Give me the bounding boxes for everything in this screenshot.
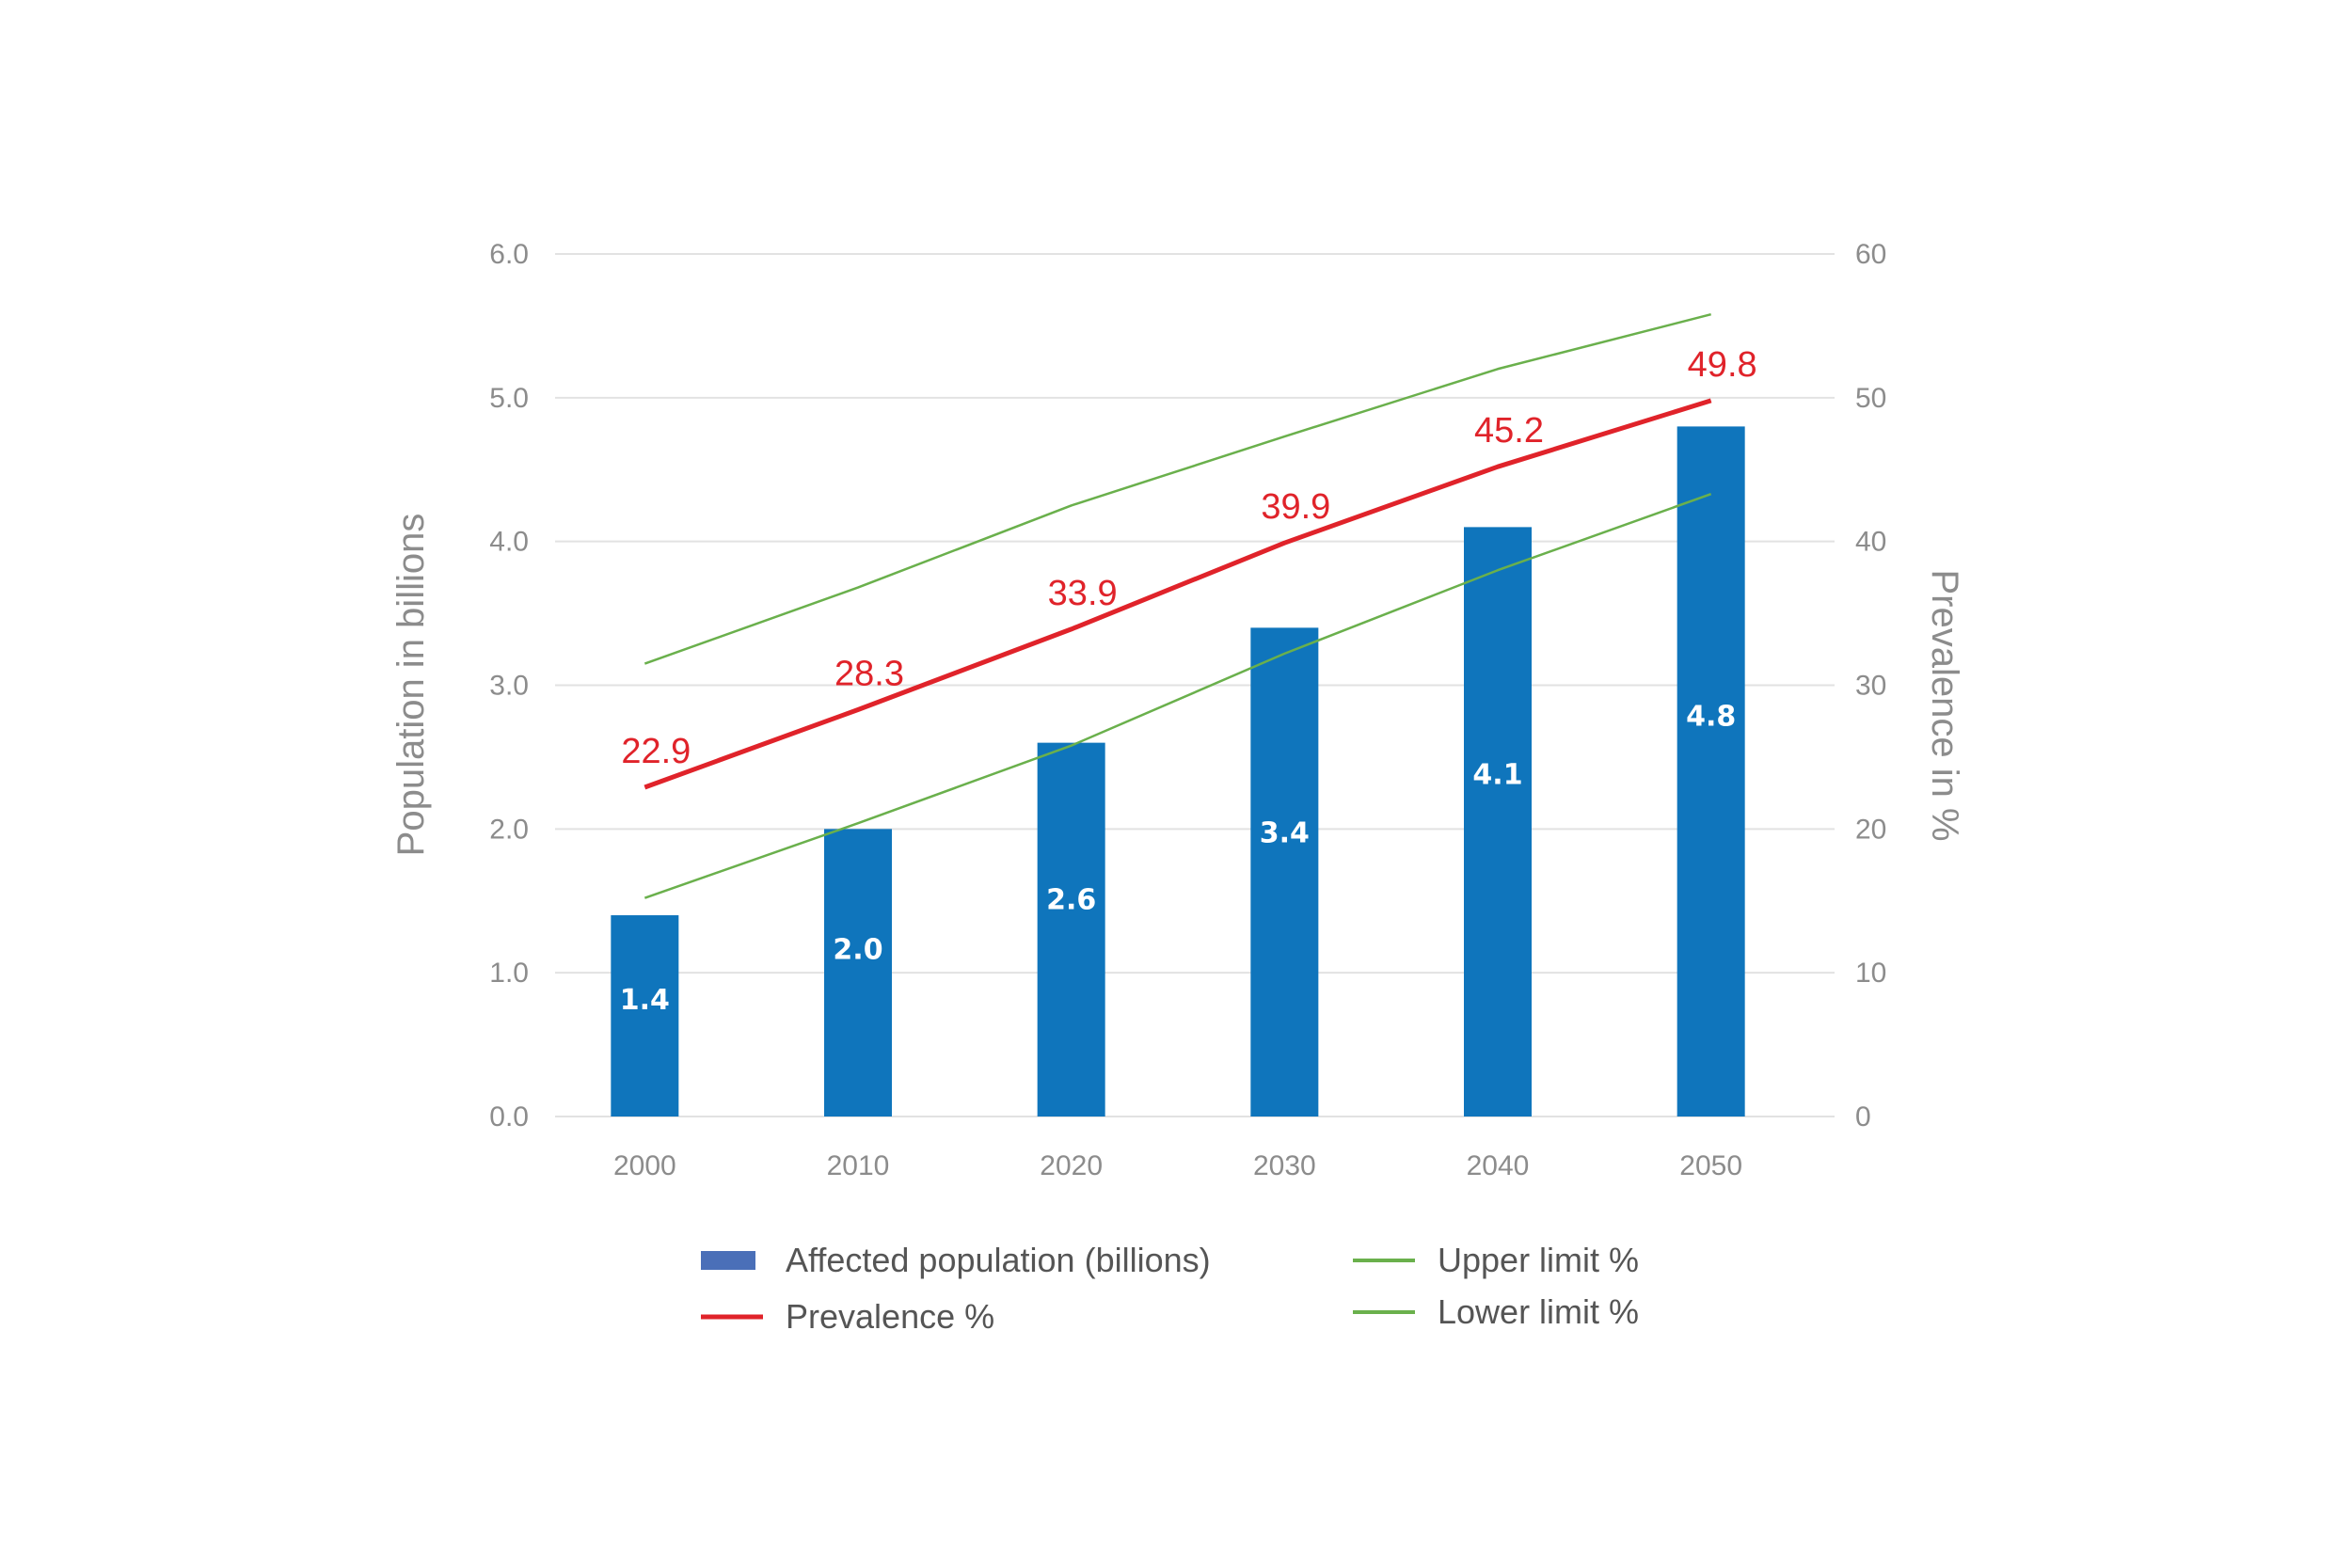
series-line <box>644 493 1712 899</box>
right-tick-label: 30 <box>1855 671 1886 702</box>
bar <box>1037 742 1105 1117</box>
legend: Affected population (billions) Prevalence… <box>701 1241 1639 1336</box>
bar <box>824 829 892 1117</box>
bar <box>611 915 679 1117</box>
series-lines <box>644 312 1712 899</box>
bar <box>1677 426 1745 1117</box>
legend-swatch <box>701 1251 755 1270</box>
left-tick-label: 0.0 <box>489 1101 529 1132</box>
left-tick-label: 6.0 <box>489 239 529 270</box>
bar-value-label: 4.8 <box>1686 701 1736 734</box>
left-tick-label: 4.0 <box>489 527 529 558</box>
bar <box>1250 627 1319 1117</box>
bar-value-label: 2.6 <box>1046 884 1096 917</box>
left-axis-title: Population in billions <box>390 514 432 857</box>
legend-label: Lower limit % <box>1438 1292 1639 1331</box>
prevalence-value-label: 28.3 <box>834 654 904 693</box>
data-labels: 1.4 2.0 2.6 3.4 4.1 4.8 22.9 28.3 33.9 39.9 45.2 49… <box>620 345 1757 1017</box>
series-line <box>644 398 1712 790</box>
x-tick-label: 2040 <box>1467 1150 1530 1181</box>
left-tick-label: 5.0 <box>489 383 529 414</box>
x-tick-label: 2000 <box>613 1150 676 1181</box>
left-tick-label: 1.0 <box>489 958 529 989</box>
legend-label: Upper limit % <box>1438 1241 1639 1279</box>
left-tick-label: 3.0 <box>489 671 529 702</box>
right-tick-label: 0 <box>1855 1101 1871 1132</box>
bar-value-label: 1.4 <box>620 984 670 1017</box>
legend-label: Prevalence % <box>786 1297 994 1336</box>
x-tick-label: 2010 <box>827 1150 890 1181</box>
bar-value-label: 4.1 <box>1472 759 1522 792</box>
prevalence-value-label: 49.8 <box>1688 345 1757 385</box>
right-tick-label: 10 <box>1855 958 1886 989</box>
x-tick-label: 2050 <box>1679 1150 1742 1181</box>
bar-value-label: 2.0 <box>833 934 882 967</box>
prevalence-value-label: 22.9 <box>621 732 691 771</box>
prevalence-value-label: 39.9 <box>1261 487 1330 527</box>
x-tick-label: 2030 <box>1253 1150 1316 1181</box>
prevalence-value-label: 45.2 <box>1474 411 1544 451</box>
right-tick-label: 50 <box>1855 383 1886 414</box>
x-tick-label: 2020 <box>1040 1150 1103 1181</box>
prevalence-value-label: 33.9 <box>1048 574 1118 613</box>
axes: Population in billions Prevalence in % 0… <box>390 239 1965 1181</box>
right-tick-label: 60 <box>1855 239 1886 270</box>
right-axis-title: Prevalence in % <box>1924 569 1965 841</box>
bar-value-label: 3.4 <box>1260 817 1310 850</box>
legend-label: Affected population (billions) <box>786 1241 1211 1279</box>
series-line <box>644 312 1711 665</box>
right-tick-label: 20 <box>1855 814 1886 845</box>
right-tick-label: 40 <box>1855 527 1886 558</box>
bars <box>611 426 1745 1117</box>
left-tick-label: 2.0 <box>489 814 529 845</box>
bar <box>1464 527 1532 1117</box>
gridlines <box>555 253 1835 1117</box>
